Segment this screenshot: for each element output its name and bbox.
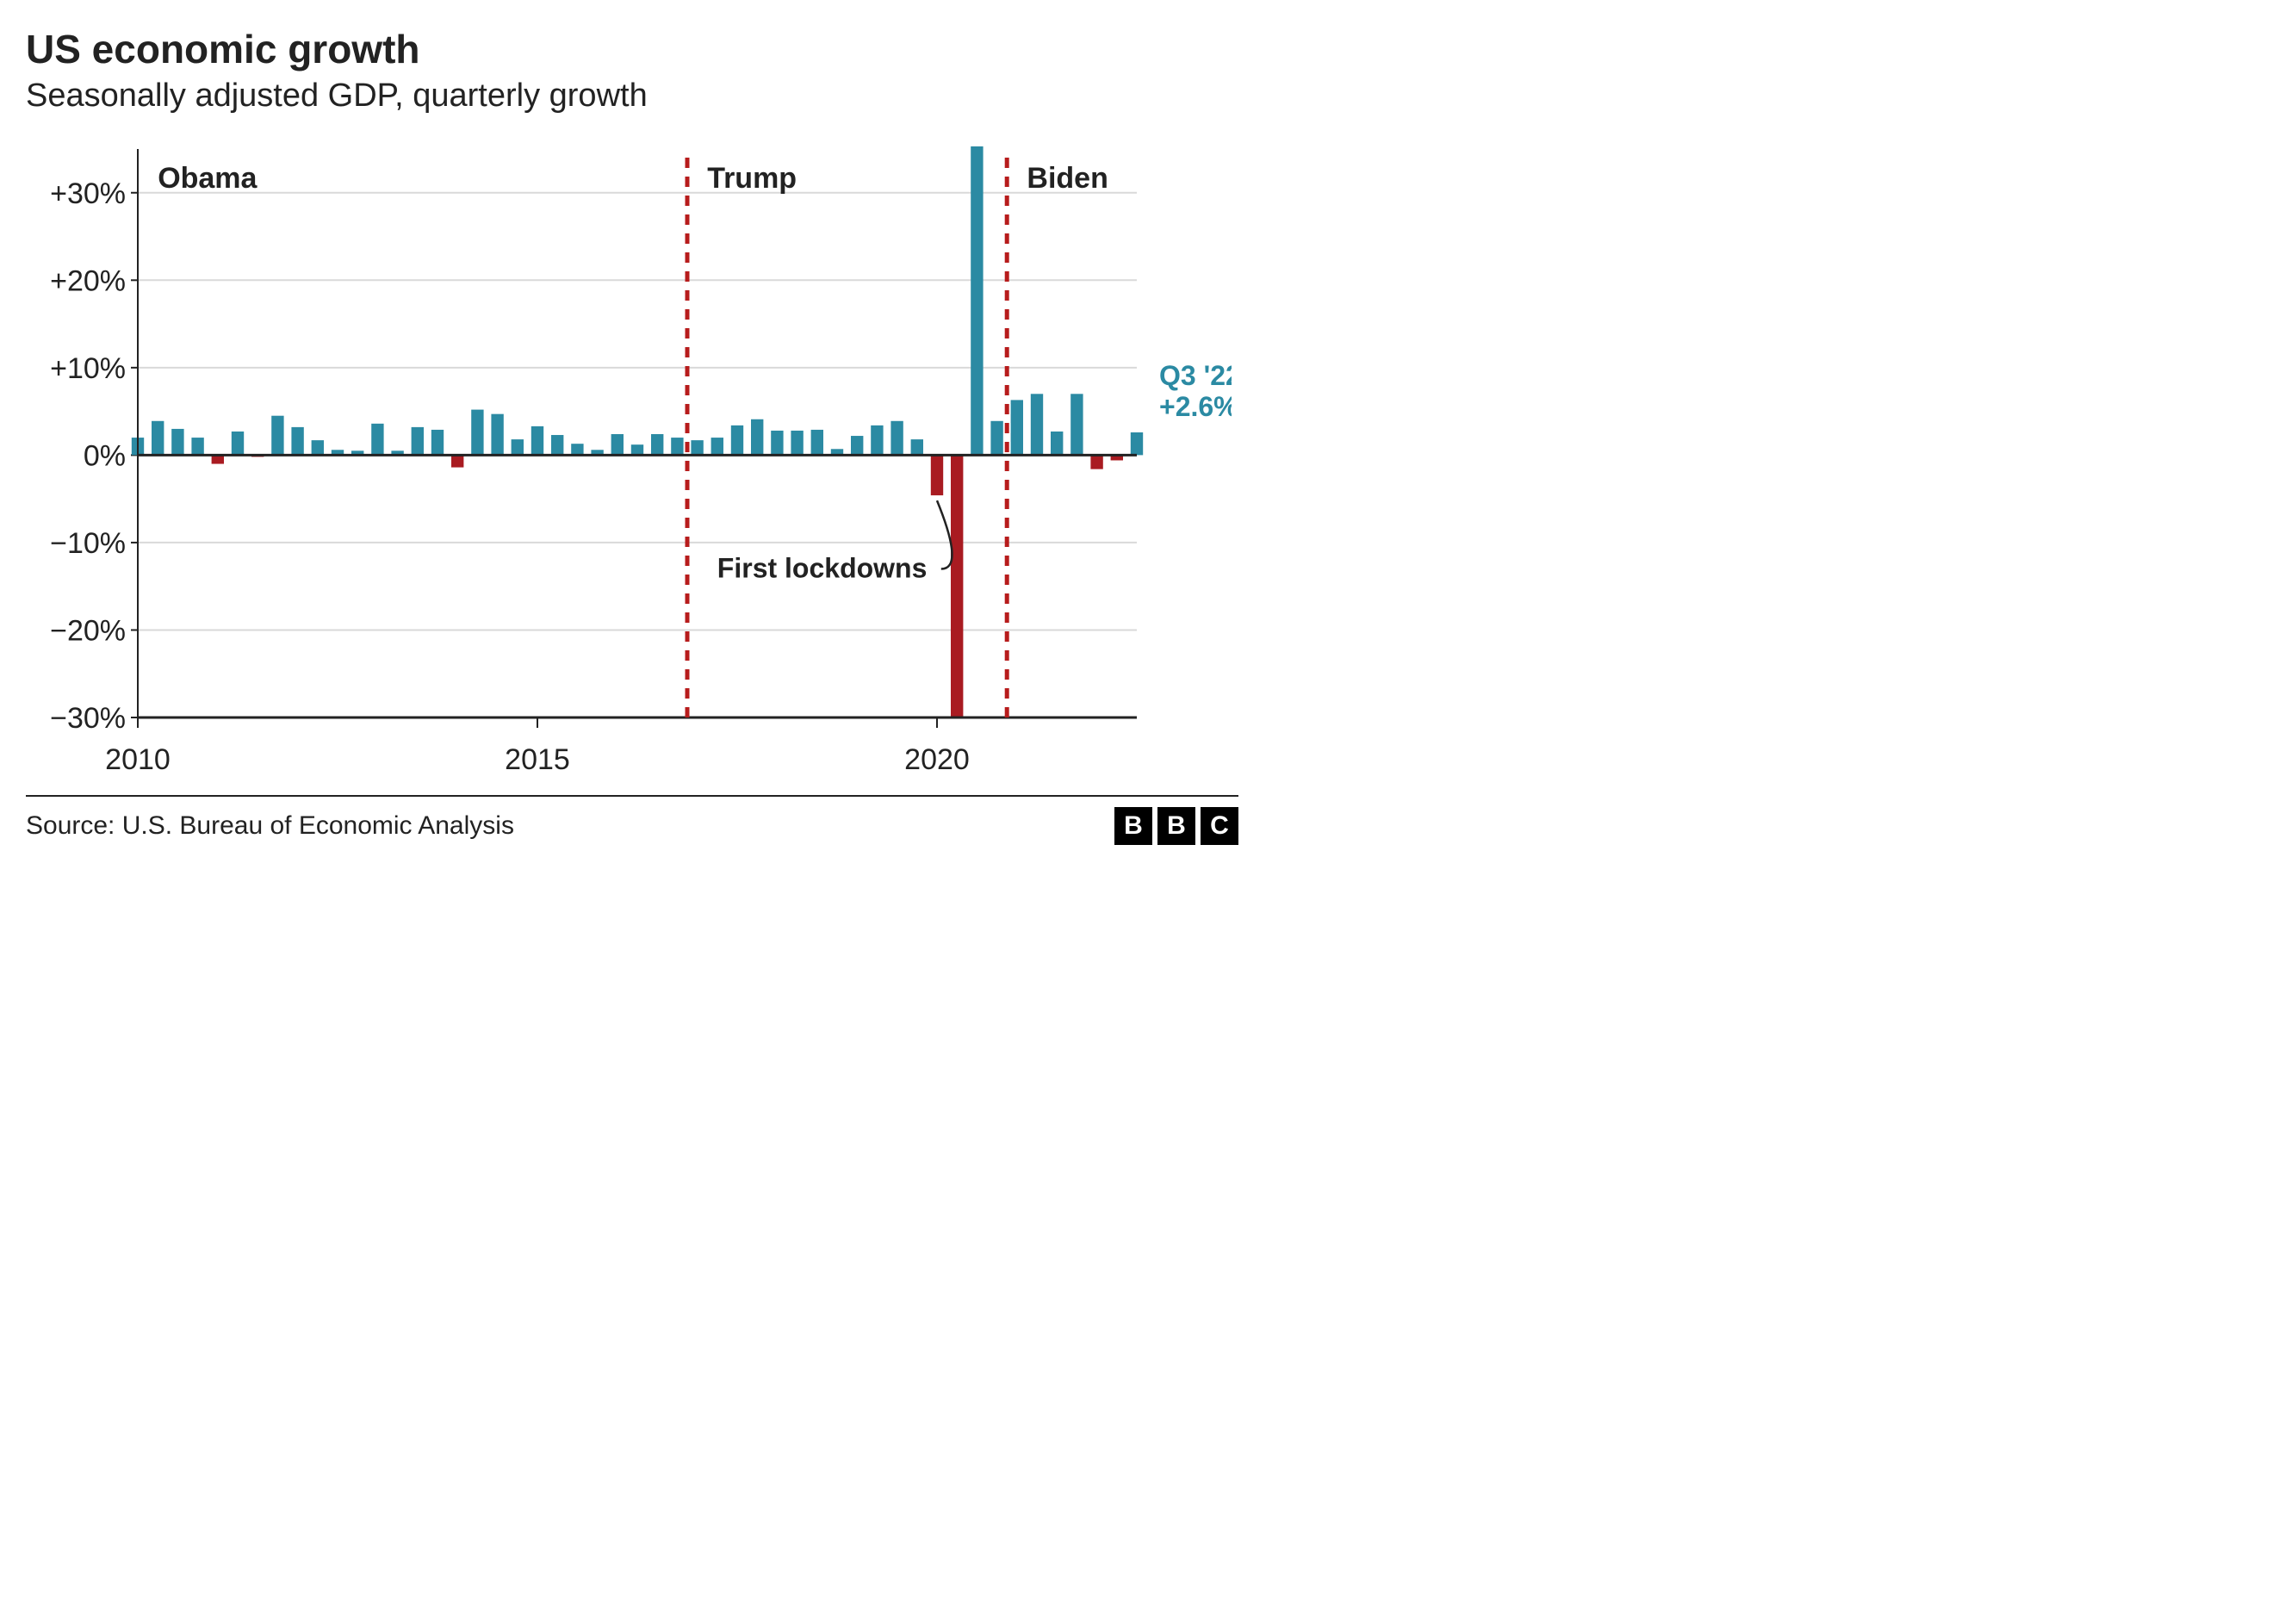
bar (491, 414, 503, 456)
bar (271, 416, 283, 456)
bbc-letter-b2: B (1157, 807, 1195, 845)
bar (871, 425, 883, 456)
bar (990, 421, 1002, 456)
y-tick-label: −10% (50, 527, 126, 560)
bar (451, 455, 463, 467)
bar (851, 436, 863, 455)
bar (911, 439, 923, 455)
era-label: Obama (158, 162, 258, 195)
bar (191, 438, 203, 455)
chart-container: US economic growth Seasonally adjusted G… (0, 0, 1281, 901)
callout-line1: Q3 '22 (1159, 360, 1232, 391)
bar (671, 438, 683, 455)
bar (171, 429, 183, 455)
bar (611, 434, 624, 455)
bar (551, 435, 563, 455)
bar (212, 455, 224, 463)
bar (291, 427, 303, 455)
bar (1131, 432, 1143, 455)
bar (1051, 432, 1063, 455)
y-tick-label: +20% (50, 264, 126, 297)
bar (1090, 455, 1102, 469)
y-tick-label: +30% (50, 177, 126, 210)
bbc-letter-c: C (1201, 807, 1238, 845)
y-tick-label: 0% (84, 439, 126, 472)
bar (731, 425, 743, 456)
era-label: Biden (1027, 162, 1108, 195)
y-tick-label: −30% (50, 702, 126, 735)
bar (951, 455, 963, 717)
bar (412, 427, 424, 455)
x-tick-label: 2010 (105, 743, 171, 776)
x-tick-label: 2015 (505, 743, 570, 776)
bar (931, 455, 943, 495)
bar (811, 430, 823, 455)
y-tick-label: −20% (50, 614, 126, 647)
bar (1011, 400, 1023, 455)
bar (471, 410, 483, 456)
bar (711, 438, 723, 455)
bar (771, 431, 783, 455)
bar (371, 424, 383, 456)
bar (1070, 394, 1083, 455)
annotation-leader (937, 500, 952, 568)
bbc-letter-b1: B (1114, 807, 1152, 845)
bar (512, 439, 524, 455)
bar (152, 421, 164, 456)
plot-area: −30% −20% −10% 0% +10% +20% +30% 2010 2015 2020 Ob… (26, 132, 1232, 786)
annotation-label: First lockdowns (717, 553, 928, 584)
bar (312, 440, 324, 455)
plot-svg: −30% −20% −10% 0% +10% +20% +30% 2010 2015 2020 Ob… (26, 132, 1232, 786)
bar (691, 440, 703, 455)
bar (791, 431, 803, 455)
bar (971, 146, 983, 455)
bbc-logo: B B C (1114, 807, 1238, 845)
chart-title: US economic growth (26, 26, 1238, 72)
bar (751, 419, 763, 456)
source-text: Source: U.S. Bureau of Economic Analysis (26, 811, 514, 841)
y-tick-label: +10% (50, 352, 126, 385)
bar (890, 421, 903, 456)
bar (1031, 394, 1043, 455)
chart-subtitle: Seasonally adjusted GDP, quarterly growt… (26, 78, 1238, 115)
bar (571, 444, 583, 455)
bar (651, 434, 663, 455)
bar (631, 444, 643, 455)
bar (531, 426, 543, 456)
x-tick-label: 2020 (904, 743, 970, 776)
era-label: Trump (707, 162, 797, 195)
bar (232, 432, 244, 455)
callout-line2: +2.6% (1159, 391, 1232, 422)
footer: Source: U.S. Bureau of Economic Analysis… (26, 795, 1238, 845)
bar (431, 430, 444, 455)
